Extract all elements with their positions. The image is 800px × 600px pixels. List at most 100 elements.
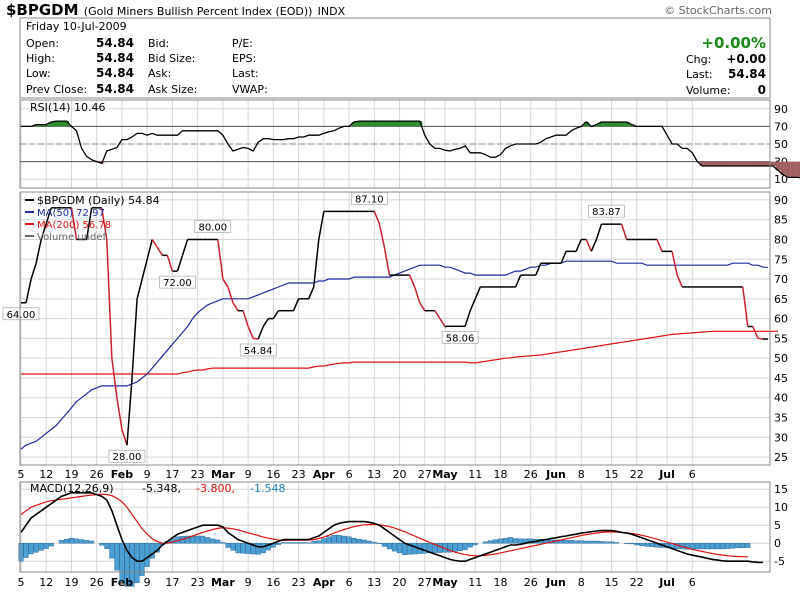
macd-histogram-bar	[336, 535, 342, 544]
price-x-tick-label: 26	[524, 468, 538, 481]
rsi-title: RSI(14) 10.46	[30, 101, 105, 114]
price-annotation-label: 83.87	[592, 207, 621, 218]
open-value: 54.84	[96, 36, 134, 50]
price-tick-label: 65	[774, 293, 788, 306]
macd-histogram-bar	[291, 542, 297, 544]
price-line-segment	[242, 310, 249, 327]
price-annotation-label: 28.00	[113, 452, 142, 463]
macd-x-tick-label: 12	[39, 576, 53, 589]
macd-histogram-bar	[578, 540, 584, 544]
price-tick-label: 70	[774, 273, 788, 286]
macd-histogram-bar	[397, 543, 403, 554]
macd-histogram-bar	[321, 538, 327, 544]
macd-histogram-bar	[361, 539, 367, 544]
legend-label-ma200: MA(200) 56.78	[37, 220, 111, 231]
price-x-tick-label: 5	[18, 468, 25, 481]
macd-histogram-bar	[462, 543, 468, 550]
prev-close-value: 54.84	[96, 82, 134, 96]
macd-histogram-bar	[715, 543, 721, 550]
rsi-overbought-fill	[603, 122, 610, 127]
open-label: Open:	[26, 37, 60, 50]
rsi-overbought-fill	[356, 121, 362, 127]
rsi-tick-label: 90	[774, 103, 788, 116]
rsi-overbought-fill	[593, 124, 599, 127]
price-x-tick-label: 8	[578, 468, 585, 481]
rsi-overbought-fill	[583, 122, 589, 127]
macd-x-tick-label: Apr	[313, 576, 335, 589]
macd-tick-label: 15	[774, 483, 788, 496]
macd-histogram-bar	[694, 543, 700, 550]
macd-histogram-bar	[629, 543, 635, 545]
macd-title: MACD(12,26,9)	[30, 482, 114, 495]
rsi-overbought-fill	[53, 121, 59, 127]
macd-line	[20, 491, 764, 564]
macd-histogram-bar	[235, 543, 241, 554]
macd-histogram-bar	[689, 543, 695, 550]
price-x-tick-label: 26	[90, 468, 104, 481]
macd-histogram-bar	[225, 543, 231, 548]
price-tick-label: 35	[774, 412, 788, 425]
price-x-tick-label: 9	[245, 468, 252, 481]
rsi-tick-label: 50	[774, 138, 788, 151]
macd-x-tick-label: Jul	[658, 576, 675, 589]
macd-histogram-bar	[215, 539, 221, 544]
macd-histogram-bar	[119, 543, 125, 582]
macd-histogram-bar	[286, 542, 292, 544]
price-x-tick-label: 6	[346, 468, 353, 481]
price-line-segment	[106, 239, 113, 359]
price-x-tick-label: 11	[468, 468, 482, 481]
price-line-segment	[176, 255, 184, 272]
pe-label: P/E:	[232, 37, 253, 50]
macd-x-tick-label: 20	[393, 576, 407, 589]
rsi-overbought-fill	[401, 121, 408, 127]
macd-histogram-bar	[316, 540, 322, 544]
macd-x-tick-label: 9	[144, 576, 151, 589]
macd-histogram-bar	[518, 538, 524, 544]
price-line-segment	[590, 239, 598, 252]
macd-histogram-bar	[326, 536, 332, 544]
price-line-segment	[595, 223, 603, 240]
rsi-overbought-fill	[613, 122, 620, 127]
macd-histogram-bar	[472, 543, 478, 546]
price-line-segment	[85, 207, 93, 240]
price-line-segment	[126, 377, 133, 446]
rsi-overbought-fill	[351, 122, 357, 127]
price-x-tick-label: 9	[144, 468, 151, 481]
macd-x-tick-label: 23	[191, 576, 205, 589]
macd-histogram-bar	[639, 543, 645, 546]
price-x-tick-label: May	[432, 468, 457, 481]
price-line-segment	[419, 302, 426, 312]
price-x-tick-label: 27	[418, 468, 432, 481]
credit-link[interactable]: © StockCharts.com	[664, 4, 772, 17]
price-tick-label: 80	[774, 233, 788, 246]
price-annotation-label: 72.00	[163, 278, 192, 289]
last-label: Last:	[232, 67, 259, 80]
macd-panel: -5 0 5 10 15 MACD(12,26,9) -5.348, -3.800, -1.54…	[18, 481, 788, 589]
price-line-segment	[620, 223, 628, 240]
price-line-segment	[575, 239, 582, 252]
macd-histogram-bar	[508, 537, 514, 544]
price-line-segment	[217, 239, 224, 280]
legend-label-volume: Volume undef	[37, 232, 107, 243]
macd-histogram-bar	[68, 537, 74, 544]
macd-histogram-bar	[341, 535, 347, 544]
price-line-segment	[560, 251, 567, 264]
legend-label-ma50: MA(50) 72.97	[37, 208, 105, 219]
macd-x-tick-label: 19	[64, 576, 78, 589]
rsi-oversold-fill	[709, 161, 716, 166]
macd-histogram-bar	[240, 543, 246, 554]
macd-histogram-bar	[730, 543, 736, 549]
macd-histogram-bar	[250, 543, 256, 555]
macd-histogram-bar	[598, 541, 604, 544]
price-line-segment	[136, 278, 143, 300]
price-line-segment	[121, 429, 128, 446]
macd-histogram-bar	[124, 543, 130, 587]
rsi-oversold-fill	[725, 161, 731, 166]
price-annotation-box	[159, 275, 196, 289]
macd-value-hist: -1.548	[250, 482, 285, 495]
macd-x-tick-label: 17	[165, 576, 179, 589]
macd-histogram-bar	[301, 542, 307, 544]
rsi-oversold-fill	[730, 161, 736, 166]
price-line-segment	[227, 286, 234, 304]
rsi-overbought-fill	[63, 121, 70, 127]
